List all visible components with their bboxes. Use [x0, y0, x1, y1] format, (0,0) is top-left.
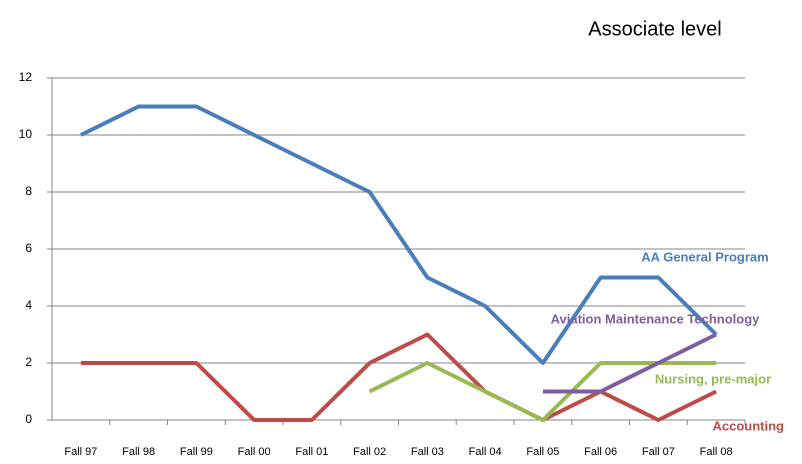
x-tick-label: Fall 06: [584, 446, 617, 458]
series-label: Aviation Maintenance Technology: [551, 311, 761, 326]
x-tick-label: Fall 98: [122, 446, 155, 458]
x-tick-label: Fall 00: [238, 446, 271, 458]
x-tick-label: Fall 07: [642, 446, 675, 458]
x-tick-label: Fall 97: [64, 446, 97, 458]
series-label: Accounting: [713, 418, 785, 433]
x-tick-label: Fall 03: [411, 446, 444, 458]
series-label: AA General Program: [641, 249, 768, 264]
y-tick-label: 6: [25, 241, 32, 255]
x-tick-label: Fall 05: [526, 446, 559, 458]
x-tick-label: Fall 08: [700, 446, 733, 458]
x-tick-label: Fall 02: [353, 446, 386, 458]
y-tick-label: 10: [19, 127, 33, 141]
x-tick-label: Fall 04: [469, 446, 502, 458]
y-tick-label: 2: [25, 355, 32, 369]
y-tick-label: 0: [25, 412, 32, 426]
y-tick-label: 8: [25, 184, 32, 198]
y-tick-label: 12: [19, 70, 33, 84]
chart-title: Associate level: [588, 18, 721, 40]
x-tick-label: Fall 99: [180, 446, 213, 458]
series-label: Nursing, pre-major: [655, 371, 771, 386]
series-line: [542, 332, 718, 394]
series-line: [79, 104, 718, 365]
x-tick-label: Fall 01: [295, 446, 328, 458]
y-tick-label: 4: [25, 298, 32, 312]
series-line: [80, 332, 718, 422]
